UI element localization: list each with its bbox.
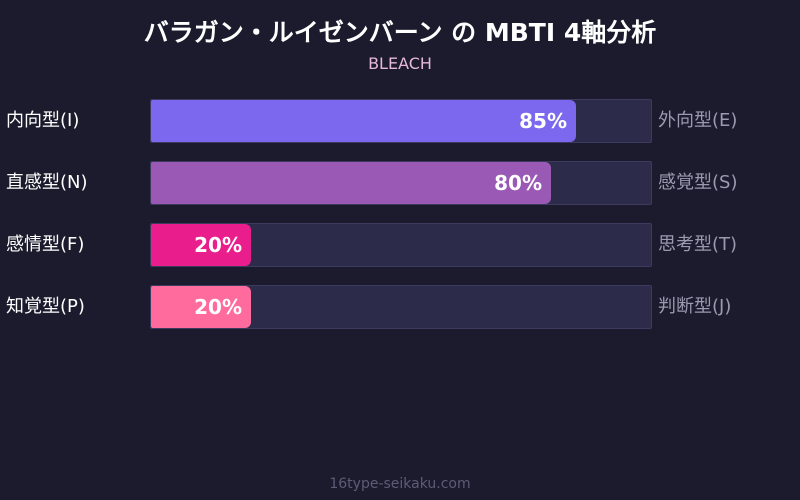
chart-subtitle: BLEACH	[368, 54, 432, 73]
axis-right-label: 外向型(E)	[658, 110, 738, 131]
bar-track: 85%	[150, 99, 652, 143]
bar-fill: 20%	[151, 224, 251, 266]
axis-left-label: 感情型(F)	[6, 234, 85, 255]
bar-value-label: 20%	[194, 233, 242, 257]
axis-row-ft: 感情型(F) 20% 思考型(T)	[0, 223, 800, 267]
bar-track: 80%	[150, 161, 652, 205]
site-footer: 16type-seikaku.com	[329, 476, 471, 492]
axis-left-label: 内向型(I)	[6, 110, 80, 131]
axis-row-ie: 内向型(I) 85% 外向型(E)	[0, 99, 800, 143]
bar-track: 20%	[150, 285, 652, 329]
axis-row-pj: 知覚型(P) 20% 判断型(J)	[0, 285, 800, 329]
axis-right-label: 判断型(J)	[658, 296, 732, 317]
axis-left-label: 直感型(N)	[6, 172, 88, 193]
axis-left-label: 知覚型(P)	[6, 296, 85, 317]
bar-fill: 80%	[151, 162, 551, 204]
bar-fill: 85%	[151, 100, 576, 142]
axis-right-label: 思考型(T)	[658, 234, 738, 255]
bar-value-label: 85%	[519, 109, 567, 133]
axis-right-label: 感覚型(S)	[658, 172, 738, 193]
bar-track: 20%	[150, 223, 652, 267]
bar-value-label: 80%	[494, 171, 542, 195]
bar-value-label: 20%	[194, 295, 242, 319]
chart-title: バラガン・ルイゼンバーン の MBTI 4軸分析	[143, 18, 657, 47]
axis-row-ns: 直感型(N) 80% 感覚型(S)	[0, 161, 800, 205]
bar-fill: 20%	[151, 286, 251, 328]
